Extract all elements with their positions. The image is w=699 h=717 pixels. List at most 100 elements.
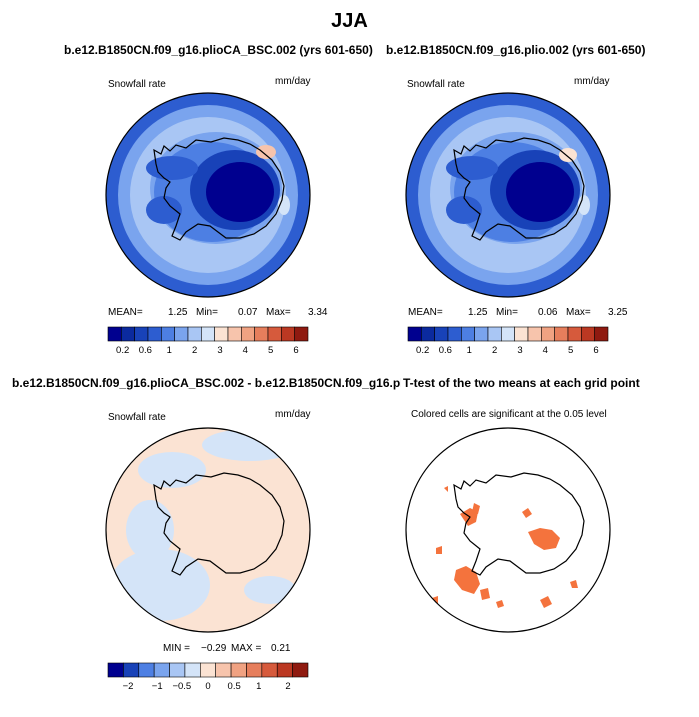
panel-1-colorbar-swatch	[227, 326, 242, 342]
panel-2-colorbar-tick-label: 3	[517, 345, 522, 356]
panel-1-colorbar-tick-label: 1	[167, 345, 172, 356]
min-label: Min=	[496, 307, 518, 318]
panel-2-map	[405, 92, 611, 298]
panel-1-units-label: mm/day	[275, 76, 311, 87]
mean-value: 1.25	[168, 307, 188, 318]
panel-2-colorbar-swatch	[554, 326, 569, 342]
panel-1-colorbar-swatch	[267, 326, 282, 342]
panel-2-colorbar-tick-label: 4	[543, 345, 548, 356]
panel-2-colorbar-tick-label: 6	[593, 345, 598, 356]
panel-2-variable-label: Snowfall rate	[407, 79, 465, 90]
panel-1-colorbar-swatch	[147, 326, 162, 342]
max-label: MAX =	[231, 643, 262, 654]
panel-1-colorbar-swatch	[107, 326, 122, 342]
panel-2-colorbar-swatch	[581, 326, 595, 342]
panel-1-colorbar-swatch	[281, 326, 295, 342]
panel-1-colorbar: 0.2 0.6 1 2 3 4 5 6	[107, 326, 309, 356]
panel-2-title: b.e12.B1850CN.f09_g16.plio.002 (yrs 601-…	[386, 43, 646, 57]
panel-3-map	[105, 427, 311, 633]
min-value: 0.07	[238, 307, 258, 318]
min-value: −0.29	[201, 643, 227, 654]
panel-3-colorbar-swatch	[246, 662, 263, 678]
panel-2-colorbar-tick-label: 0.2	[416, 345, 429, 356]
min-value: 0.06	[538, 307, 558, 318]
panel-1-colorbar-tick-label: 2	[192, 345, 197, 356]
panel-3-colorbar-swatch	[184, 662, 201, 678]
panel-3-colorbar-tick-label: −1	[152, 681, 163, 692]
max-value: 3.34	[308, 307, 328, 318]
panel-2-colorbar-swatch	[594, 326, 609, 342]
panel-2-colorbar-tick-label: 5	[568, 345, 573, 356]
panel-2-colorbar-swatch	[567, 326, 582, 342]
panel-1-colorbar-swatch	[187, 326, 202, 342]
panel-2-colorbar-swatch	[541, 326, 555, 342]
panel-3-colorbar-swatch	[261, 662, 278, 678]
panel-2-stats: MEAN= 1.25 Min= 0.06 Max= 3.25	[408, 307, 627, 318]
panel-2-colorbar-swatch	[501, 326, 515, 342]
panel-3-colorbar-tick-label: 2	[285, 681, 290, 692]
mean-label: MEAN=	[408, 307, 443, 318]
panel-3-colorbar-swatch	[276, 662, 293, 678]
panel-1-colorbar-tick-label: 4	[243, 345, 248, 356]
panel-1-colorbar-swatch	[294, 326, 309, 342]
panel-3-colorbar-swatch	[107, 662, 124, 678]
panel-1-variable-label: Snowfall rate	[108, 79, 166, 90]
panel-3-colorbar-tick-label: −2	[123, 681, 134, 692]
panel-2-colorbar: 0.2 0.6 1 2 3 4 5 6	[407, 326, 609, 356]
panel-1-colorbar-swatch	[121, 326, 135, 342]
mean-value: 1.25	[468, 307, 488, 318]
max-label: Max=	[266, 307, 291, 318]
panel-1-stats: MEAN= 1.25 Min= 0.07 Max= 3.34	[108, 307, 327, 318]
panel-2-colorbar-swatch	[447, 326, 462, 342]
panel-1-title: b.e12.B1850CN.f09_g16.plioCA_BSC.002 (yr…	[64, 43, 373, 57]
panel-3-colorbar-swatch	[138, 662, 155, 678]
panel-1-colorbar-tick-label: 5	[268, 345, 273, 356]
panel-3-colorbar-swatch	[292, 662, 309, 678]
panel-1-colorbar-tick-label: 0.2	[116, 345, 129, 356]
mean-label: MEAN=	[108, 307, 143, 318]
panel-3-colorbar-tick-label: 1	[256, 681, 261, 692]
main-title: JJA	[331, 10, 368, 32]
panel-3-colorbar-swatch	[230, 662, 247, 678]
panel-3-colorbar-swatch	[200, 662, 216, 678]
panel-3-colorbar-tick-label: 0.5	[228, 681, 241, 692]
panel-2-colorbar-tick-label: 2	[492, 345, 497, 356]
panel-3-colorbar-tick-label: 0	[205, 681, 210, 692]
max-value: 0.21	[271, 643, 291, 654]
panel-2-colorbar-tick-label: 0.6	[439, 345, 452, 356]
min-label: Min=	[196, 307, 218, 318]
panel-1-colorbar-tick-label: 0.6	[139, 345, 152, 356]
panel-4-subtitle: Colored cells are significant at the 0.0…	[411, 409, 607, 420]
panel-1-colorbar-swatch	[134, 326, 149, 342]
panel-2-colorbar-tick-label: 1	[467, 345, 472, 356]
panel-3-title: b.e12.B1850CN.f09_g16.plioCA_BSC.002 - b…	[12, 376, 438, 390]
panel-4-title: T-test of the two means at each grid poi…	[401, 376, 640, 390]
panel-3-minmax: MIN = −0.29 MAX = 0.21	[163, 643, 303, 654]
panel-2-colorbar-swatch	[421, 326, 435, 342]
panel-1-colorbar-tick-label: 6	[293, 345, 298, 356]
panel-2-colorbar-swatch	[407, 326, 422, 342]
panel-3-colorbar: −2 −1 −0.5 0 0.5 1 2	[107, 662, 309, 692]
panel-3-variable-label: Snowfall rate	[108, 412, 166, 423]
panel-2-units-label: mm/day	[574, 76, 610, 87]
panel-3-colorbar-swatch	[153, 662, 170, 678]
panel-1-colorbar-swatch	[161, 326, 175, 342]
panel-3-units-label: mm/day	[275, 409, 311, 420]
panel-1-colorbar-swatch	[254, 326, 269, 342]
panel-1-colorbar-tick-label: 3	[217, 345, 222, 356]
panel-2-colorbar-swatch	[487, 326, 502, 342]
panel-1-colorbar-swatch	[214, 326, 229, 342]
panel-2-colorbar-swatch	[514, 326, 529, 342]
panel-1-map	[105, 92, 311, 298]
panel-2-colorbar-swatch	[461, 326, 475, 342]
panel-2-colorbar-swatch	[527, 326, 542, 342]
panel-3-colorbar-swatch	[169, 662, 186, 678]
panel-1-colorbar-swatch	[174, 326, 189, 342]
max-value: 3.25	[608, 307, 628, 318]
panel-3-colorbar-swatch	[215, 662, 232, 678]
min-label: MIN =	[163, 643, 190, 654]
panel-2-colorbar-swatch	[434, 326, 449, 342]
panel-1-colorbar-swatch	[201, 326, 215, 342]
panel-3-colorbar-tick-label: −0.5	[172, 681, 191, 692]
